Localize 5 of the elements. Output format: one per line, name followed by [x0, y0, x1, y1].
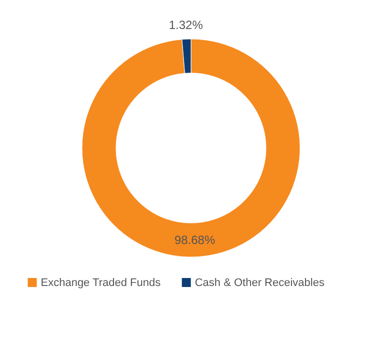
legend-label: Cash & Other Receivables: [194, 277, 325, 289]
data-label: 98.68%: [174, 232, 216, 247]
donut-slice: [82, 38, 300, 258]
data-label: 1.32%: [168, 18, 204, 32]
legend-label: Exchange Traded Funds: [40, 277, 162, 289]
